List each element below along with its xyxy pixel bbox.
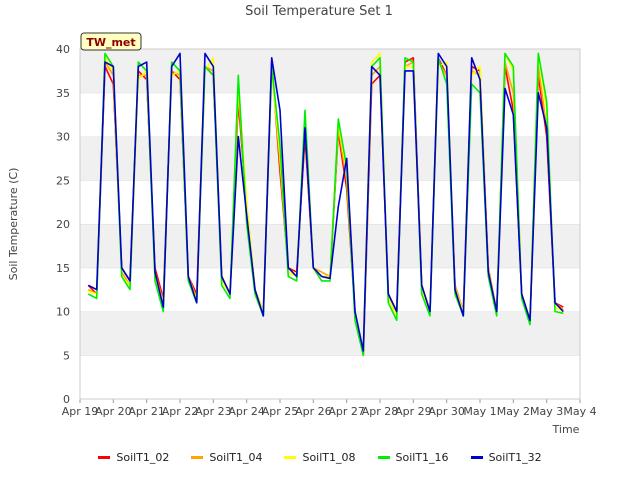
y-tick-label: 0 <box>63 393 70 406</box>
x-tick-label: May 1 <box>463 405 496 418</box>
x-tick-label: Apr 30 <box>428 405 465 418</box>
station-badge: TW_met <box>80 32 142 51</box>
station-badge-label: TW_met <box>86 36 135 49</box>
x-tick-label: May 3 <box>530 405 563 418</box>
legend-swatch <box>98 456 111 459</box>
grid-band <box>80 49 580 93</box>
legend-label: SoilT1_16 <box>395 451 449 464</box>
y-tick-label: 25 <box>56 174 70 187</box>
grid-band <box>80 92 580 137</box>
legend-item: SoilT1_08 <box>284 451 356 464</box>
grid-band <box>80 355 580 399</box>
y-tick-label: 15 <box>56 262 70 275</box>
legend-label: SoilT1_02 <box>116 451 170 464</box>
chart-title: Soil Temperature Set 1 <box>245 4 393 19</box>
legend-swatch <box>377 456 390 459</box>
y-tick-label: 40 <box>56 43 70 56</box>
x-tick-label: Apr 23 <box>195 405 232 418</box>
x-axis-label: Time <box>552 423 580 436</box>
legend-item: SoilT1_04 <box>191 451 262 464</box>
y-tick-label: 5 <box>63 349 70 362</box>
grid-band <box>80 136 580 181</box>
y-axis-label: Soil Temperature (C) <box>7 168 20 281</box>
x-tick-label: Apr 21 <box>128 405 165 418</box>
plot-frame <box>79 48 581 400</box>
legend-item: SoilT1_02 <box>98 451 169 464</box>
x-tick-label: Apr 22 <box>162 405 199 418</box>
legend-item: SoilT1_32 <box>470 451 542 464</box>
x-tick-label: Apr 27 <box>328 405 365 418</box>
legend-item: SoilT1_16 <box>377 451 449 464</box>
x-tick-label: Apr 29 <box>395 405 432 418</box>
x-tick-label: Apr 19 <box>62 405 99 418</box>
x-tick-label: May 2 <box>497 405 530 418</box>
grid-band <box>80 180 580 224</box>
x-tick-label: Apr 20 <box>95 405 132 418</box>
station-badge-box <box>80 32 142 51</box>
legend-swatch <box>470 456 483 459</box>
y-tick-label: 10 <box>56 306 70 319</box>
series-line-soilt1_32 <box>87 52 564 352</box>
x-tick-label: Apr 26 <box>295 405 332 418</box>
legend-label: SoilT1_04 <box>209 451 263 464</box>
x-tick-label: Apr 28 <box>362 405 399 418</box>
y-tick-label: 30 <box>56 131 70 144</box>
x-tick-label: Apr 24 <box>228 405 265 418</box>
legend-swatch <box>284 456 297 459</box>
legend-label: SoilT1_32 <box>488 451 542 464</box>
legend-swatch <box>191 456 204 459</box>
legend: SoilT1_02 SoilT1_04 SoilT1_08 SoilT1_16 Soil… <box>0 451 640 464</box>
grid-band <box>80 311 580 356</box>
x-tick-label: May 4 <box>563 405 596 418</box>
x-tick-label: Apr 25 <box>262 405 299 418</box>
grid-band <box>80 224 580 268</box>
y-tick-label: 20 <box>56 218 70 231</box>
y-tick-label: 35 <box>56 87 70 100</box>
legend-label: SoilT1_08 <box>302 451 356 464</box>
